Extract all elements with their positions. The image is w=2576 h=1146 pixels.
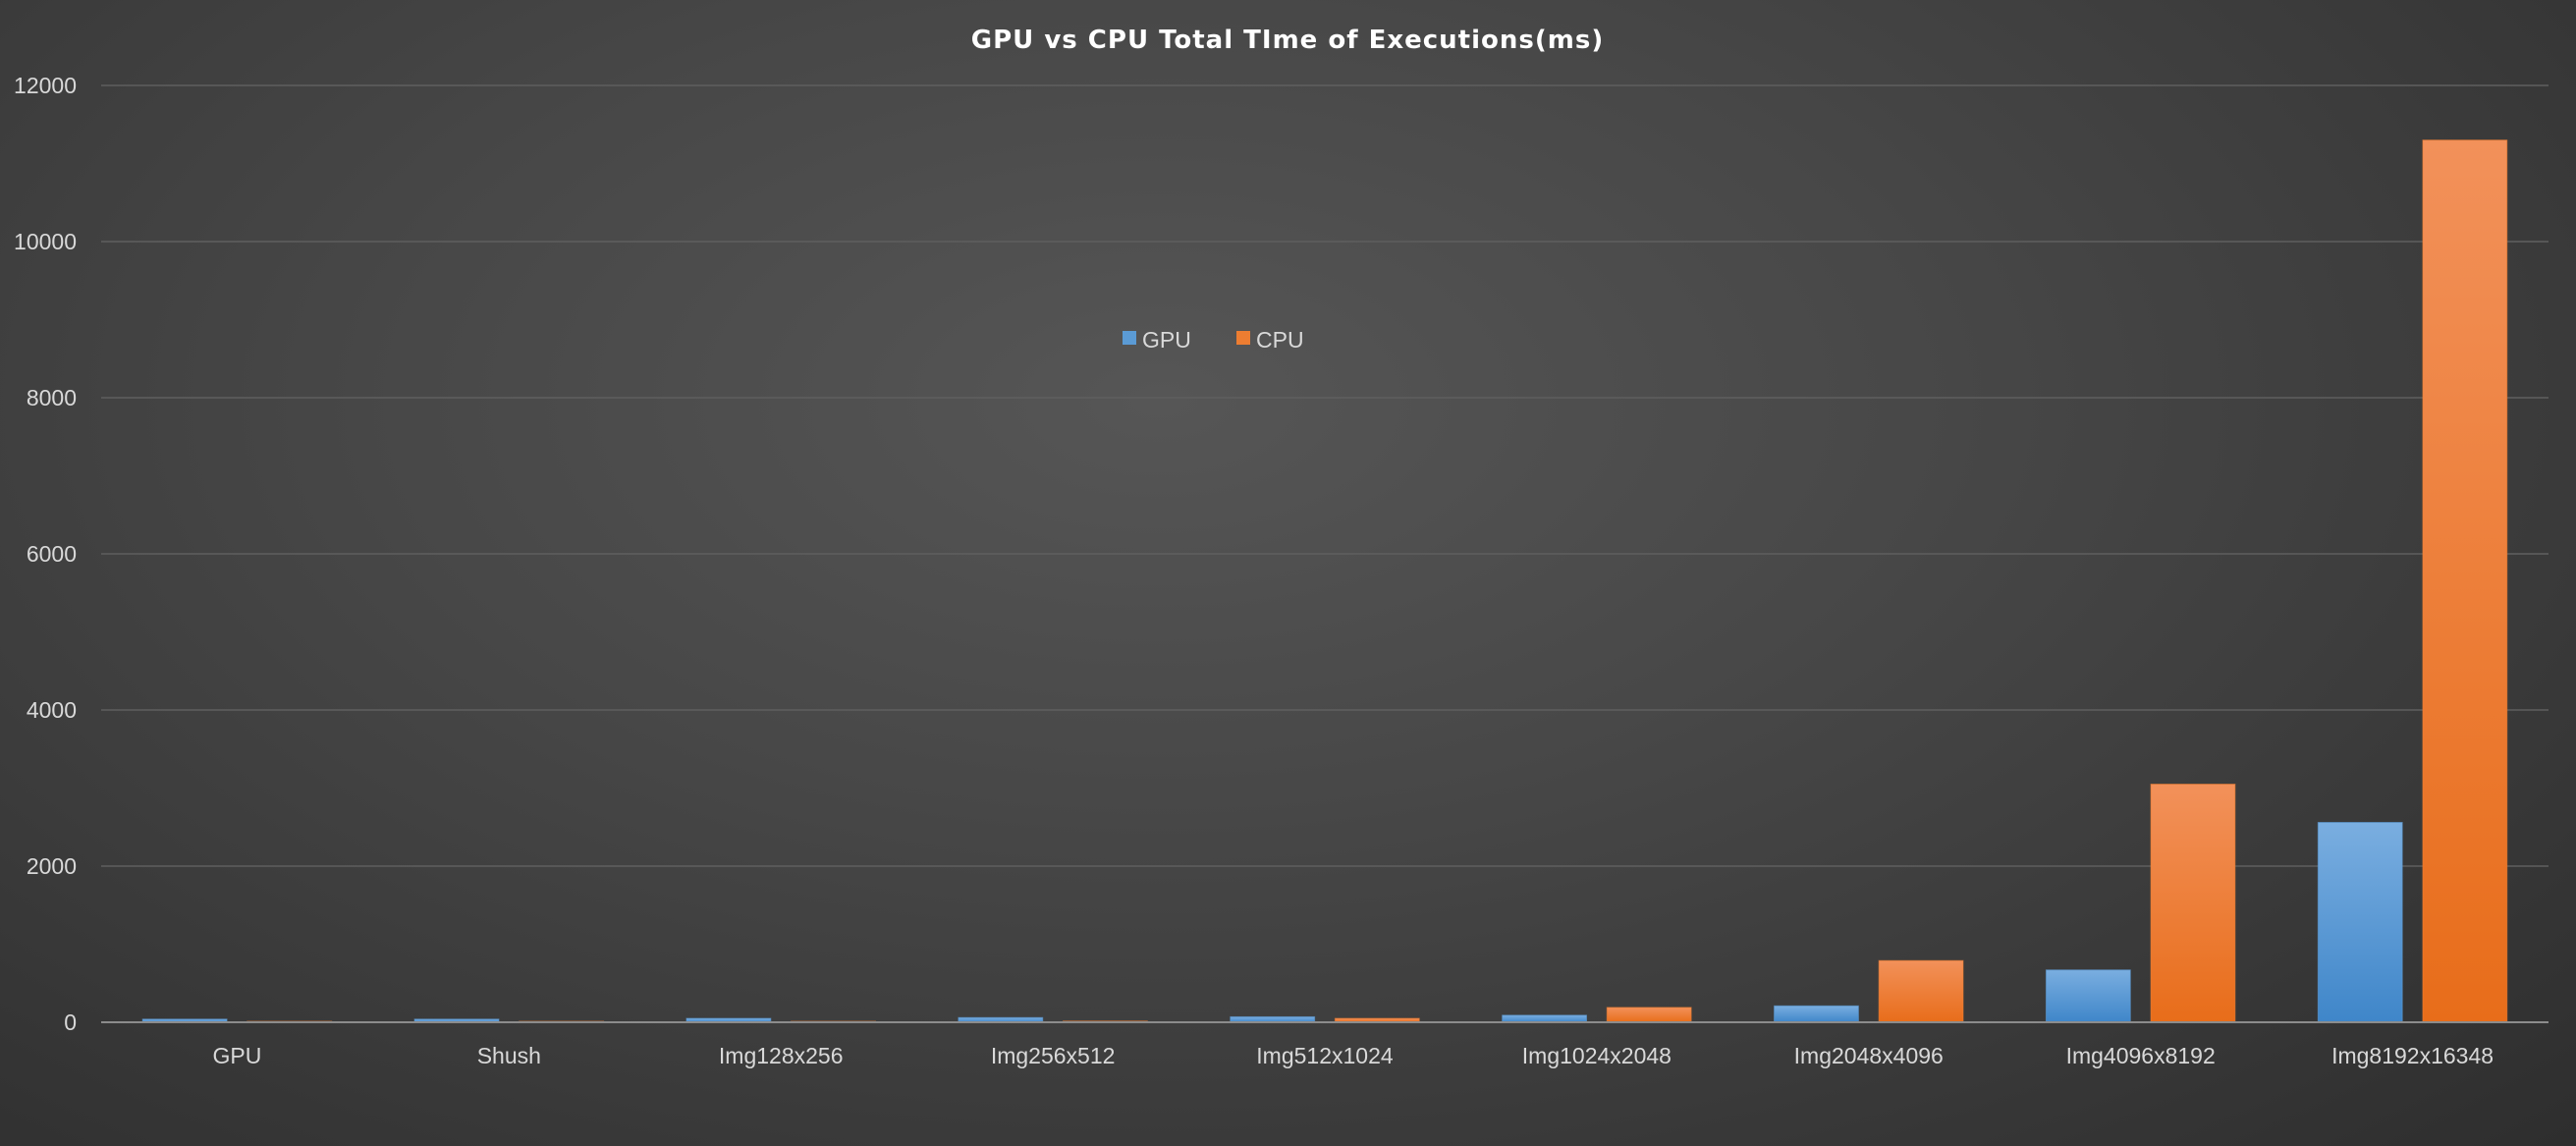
gridlines <box>101 84 2549 867</box>
x-tick-label: Img2048x4096 <box>1794 1043 1944 1068</box>
y-tick-label: 8000 <box>27 385 77 410</box>
bars <box>141 139 2508 1023</box>
bar-cpu-img8192x16348 <box>2422 139 2508 1023</box>
x-tick-label: Img8192x16348 <box>2331 1043 2494 1068</box>
legend-label-gpu: GPU <box>1142 327 1191 353</box>
bar-gpu-img1024x2048 <box>1502 1014 1588 1023</box>
bar-gpu-img8192x16348 <box>2317 821 2403 1023</box>
x-axis-tick-labels: GPU Shush Img128x256 Img256x512 Img512x1024 I… <box>213 1043 2494 1068</box>
x-tick-label: Img4096x8192 <box>2066 1043 2216 1068</box>
legend-label-cpu: CPU <box>1256 327 1304 353</box>
y-axis-tick-labels: 0 2000 4000 6000 8000 10000 12000 <box>14 73 77 1035</box>
x-tick-label: Img128x256 <box>719 1043 844 1068</box>
bar-cpu-img1024x2048 <box>1606 1007 1692 1023</box>
y-tick-label: 2000 <box>27 853 77 879</box>
x-tick-label: Img256x512 <box>991 1043 1116 1068</box>
y-tick-label: 12000 <box>14 73 77 98</box>
x-tick-label: Shush <box>477 1043 541 1068</box>
y-tick-label: 4000 <box>27 697 77 723</box>
bar-cpu-img2048x4096 <box>1878 959 1964 1023</box>
x-tick-label: GPU <box>213 1043 262 1068</box>
y-tick-label: 0 <box>64 1010 77 1035</box>
x-tick-label: Img1024x2048 <box>1522 1043 1672 1068</box>
x-tick-label: Img512x1024 <box>1256 1043 1394 1068</box>
bar-cpu-img4096x8192 <box>2150 784 2236 1023</box>
y-tick-label: 10000 <box>14 229 77 254</box>
legend-swatch-cpu <box>1236 331 1250 345</box>
bar-gpu-img4096x8192 <box>2045 969 2131 1023</box>
y-tick-label: 6000 <box>27 541 77 567</box>
chart-title: GPU vs CPU Total TIme of Executions(ms) <box>971 26 1604 55</box>
legend: GPU CPU <box>1123 327 1304 353</box>
legend-swatch-gpu <box>1123 331 1136 345</box>
bar-gpu-img2048x4096 <box>1774 1005 1859 1023</box>
